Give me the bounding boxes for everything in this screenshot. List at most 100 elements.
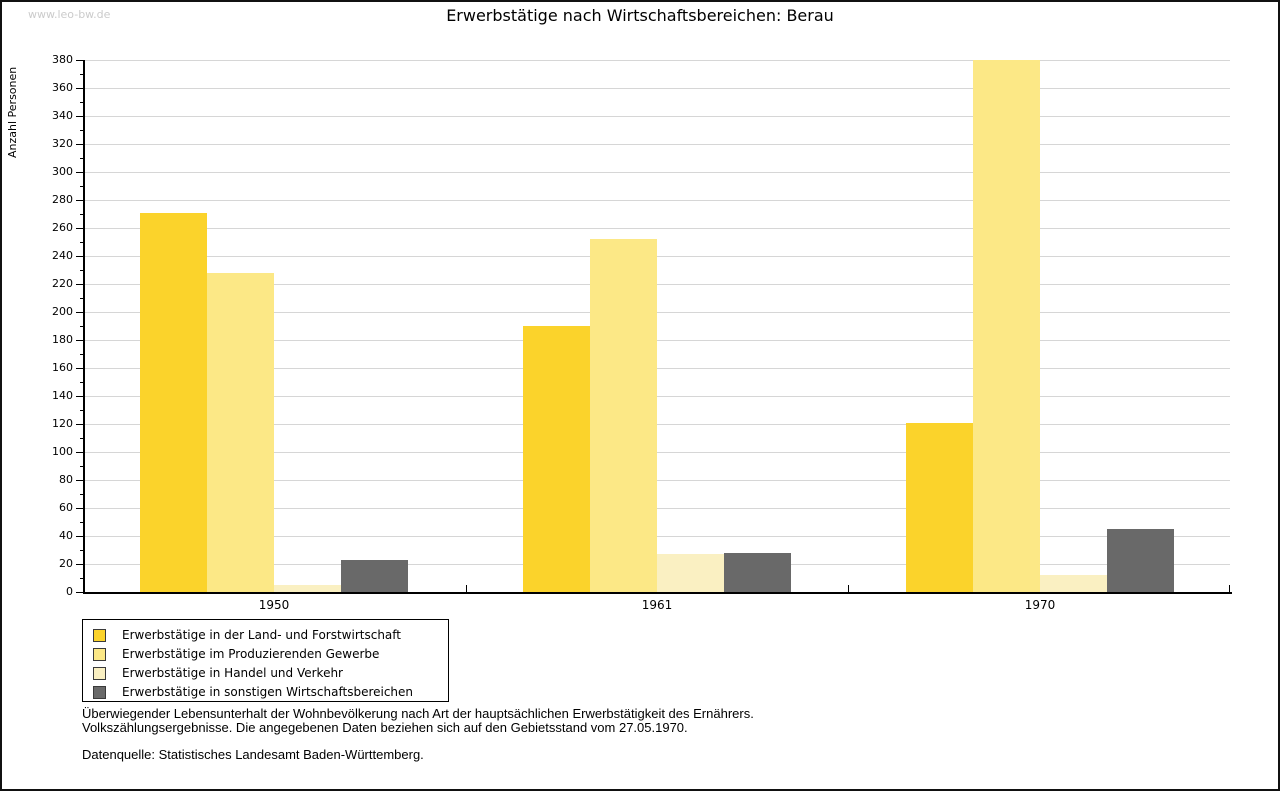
y-axis-tick-label: 40 — [59, 529, 73, 542]
y-axis-minor-tick — [80, 326, 85, 327]
y-axis-major-tick — [76, 340, 85, 341]
legend-label: Erwerbstätige in Handel und Verkehr — [122, 666, 343, 680]
gridline — [85, 88, 1230, 89]
x-axis-category-label: 1970 — [1024, 598, 1056, 612]
x-axis-category-label: 1950 — [258, 598, 290, 612]
legend-item: Erwerbstätige in Handel und Verkehr — [91, 664, 438, 682]
legend-swatch-icon — [93, 685, 106, 699]
y-axis-major-tick — [76, 88, 85, 89]
y-axis-tick-label: 120 — [52, 417, 73, 430]
gridline — [85, 536, 1230, 537]
y-axis-minor-tick — [80, 102, 85, 103]
y-axis-major-tick — [76, 452, 85, 453]
gridline — [85, 508, 1230, 509]
chart-title: Erwerbstätige nach Wirtschaftsbereichen:… — [446, 6, 834, 25]
gridline — [85, 256, 1230, 257]
y-axis-major-tick — [76, 312, 85, 313]
y-axis-minor-tick — [80, 158, 85, 159]
y-axis-tick-label: 20 — [59, 557, 73, 570]
bar — [1107, 529, 1174, 592]
bar — [1040, 575, 1107, 592]
y-axis-minor-tick — [80, 410, 85, 411]
y-axis-tick-label: 100 — [52, 445, 73, 458]
bar — [140, 212, 207, 592]
y-axis-minor-tick — [80, 186, 85, 187]
y-axis-major-tick — [76, 396, 85, 397]
data-source: Datenquelle: Statistisches Landesamt Bad… — [82, 747, 424, 762]
x-axis-tick — [848, 585, 849, 592]
legend-item: Erwerbstätige in sonstigen Wirtschaftsbe… — [91, 683, 438, 701]
y-axis-tick-label: 320 — [52, 137, 73, 150]
gridline — [85, 480, 1230, 481]
y-axis-minor-tick — [80, 382, 85, 383]
y-axis-tick-label: 260 — [52, 221, 73, 234]
legend-item: Erwerbstätige in der Land- und Forstwirt… — [91, 626, 438, 644]
y-axis-major-tick — [76, 284, 85, 285]
y-axis-major-tick — [76, 144, 85, 145]
legend-swatch-icon — [93, 666, 106, 680]
bar — [274, 585, 341, 592]
y-axis-major-tick — [76, 368, 85, 369]
footer-line-1: Überwiegender Lebensunterhalt der Wohnbe… — [82, 706, 754, 721]
gridline — [85, 312, 1230, 313]
x-axis-tick — [1229, 585, 1230, 592]
y-axis-minor-tick — [80, 214, 85, 215]
bar — [973, 60, 1040, 592]
y-axis-tick-label: 80 — [59, 473, 73, 486]
y-axis-tick-label: 380 — [52, 53, 73, 66]
bar — [657, 554, 724, 592]
y-axis-tick-label: 240 — [52, 249, 73, 262]
y-axis-minor-tick — [80, 298, 85, 299]
y-axis-tick-label: 220 — [52, 277, 73, 290]
x-axis-category-label: 1961 — [641, 598, 673, 612]
gridline — [85, 116, 1230, 117]
bar — [906, 422, 973, 592]
plot-area: 0 20 40 60 80 100 120 140 160 180 200 220 240 260 280 3… — [52, 54, 1232, 612]
y-axis-minor-tick — [80, 578, 85, 579]
watermark: www.leo-bw.de — [28, 8, 111, 21]
y-axis-major-tick — [76, 592, 85, 593]
footer-line-2: Volkszählungsergebnisse. Die angegebenen… — [82, 720, 688, 735]
legend-label: Erwerbstätige in sonstigen Wirtschaftsbe… — [122, 685, 414, 699]
y-axis-major-tick — [76, 536, 85, 537]
y-axis-minor-tick — [80, 550, 85, 551]
footer: Überwiegender Lebensunterhalt der Wohnbe… — [82, 707, 1182, 762]
y-axis-tick-label: 180 — [52, 333, 73, 346]
y-axis-minor-tick — [80, 494, 85, 495]
y-axis-minor-tick — [80, 74, 85, 75]
gridline — [85, 228, 1230, 229]
gridline — [85, 424, 1230, 425]
y-axis-minor-tick — [80, 438, 85, 439]
legend: Erwerbstätige in der Land- und Forstwirt… — [82, 619, 449, 702]
gridline — [85, 340, 1230, 341]
legend-item: Erwerbstätige im Produzierenden Gewerbe — [91, 645, 438, 663]
gridline — [85, 284, 1230, 285]
gridline — [85, 452, 1230, 453]
gridline — [85, 396, 1230, 397]
bar — [724, 552, 791, 592]
x-axis-tick — [466, 585, 467, 592]
y-axis-tick-label: 200 — [52, 305, 73, 318]
y-axis-major-tick — [76, 508, 85, 509]
bar — [341, 559, 408, 592]
y-axis-tick-label: 0 — [66, 585, 73, 598]
y-axis-tick-label: 340 — [52, 109, 73, 122]
y-axis-tick-label: 160 — [52, 361, 73, 374]
bar — [523, 326, 590, 592]
y-axis-tick-label: 300 — [52, 165, 73, 178]
gridline — [85, 144, 1230, 145]
legend-swatch-icon — [93, 647, 106, 661]
bar — [207, 272, 274, 592]
gridline — [85, 60, 1230, 61]
legend-swatch-icon — [93, 628, 106, 642]
y-axis-major-tick — [76, 172, 85, 173]
y-axis-minor-tick — [80, 466, 85, 467]
y-axis-major-tick — [76, 116, 85, 117]
y-axis-tick-label: 280 — [52, 193, 73, 206]
y-axis-minor-tick — [80, 354, 85, 355]
y-axis-line — [83, 60, 85, 594]
legend-label: Erwerbstätige im Produzierenden Gewerbe — [122, 647, 380, 661]
gridline — [85, 368, 1230, 369]
y-axis-minor-tick — [80, 242, 85, 243]
